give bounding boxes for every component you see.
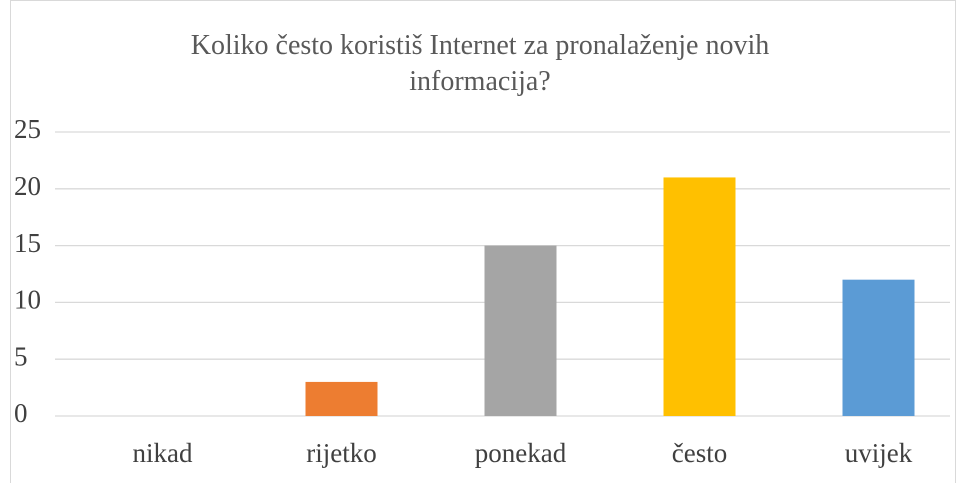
x-tick-label: nikad bbox=[133, 438, 193, 468]
bar bbox=[842, 279, 915, 416]
x-tick-label: često bbox=[672, 438, 727, 468]
bar bbox=[484, 245, 557, 416]
y-tick-label: 20 bbox=[14, 171, 41, 201]
y-tick-label: 10 bbox=[14, 285, 41, 315]
chart-frame bbox=[10, 0, 956, 483]
y-tick-label: 15 bbox=[14, 228, 41, 258]
x-tick-label: ponekad bbox=[475, 438, 567, 468]
x-tick-label: uvijek bbox=[845, 438, 913, 468]
y-tick-label: 0 bbox=[14, 398, 28, 428]
y-tick-label: 25 bbox=[14, 114, 41, 144]
bar bbox=[305, 381, 378, 416]
x-tick-label: rijetko bbox=[306, 438, 376, 468]
bar bbox=[663, 177, 736, 416]
chart-title: Koliko često koristiš Internet za pronal… bbox=[190, 30, 770, 97]
y-tick-label: 5 bbox=[14, 341, 28, 371]
